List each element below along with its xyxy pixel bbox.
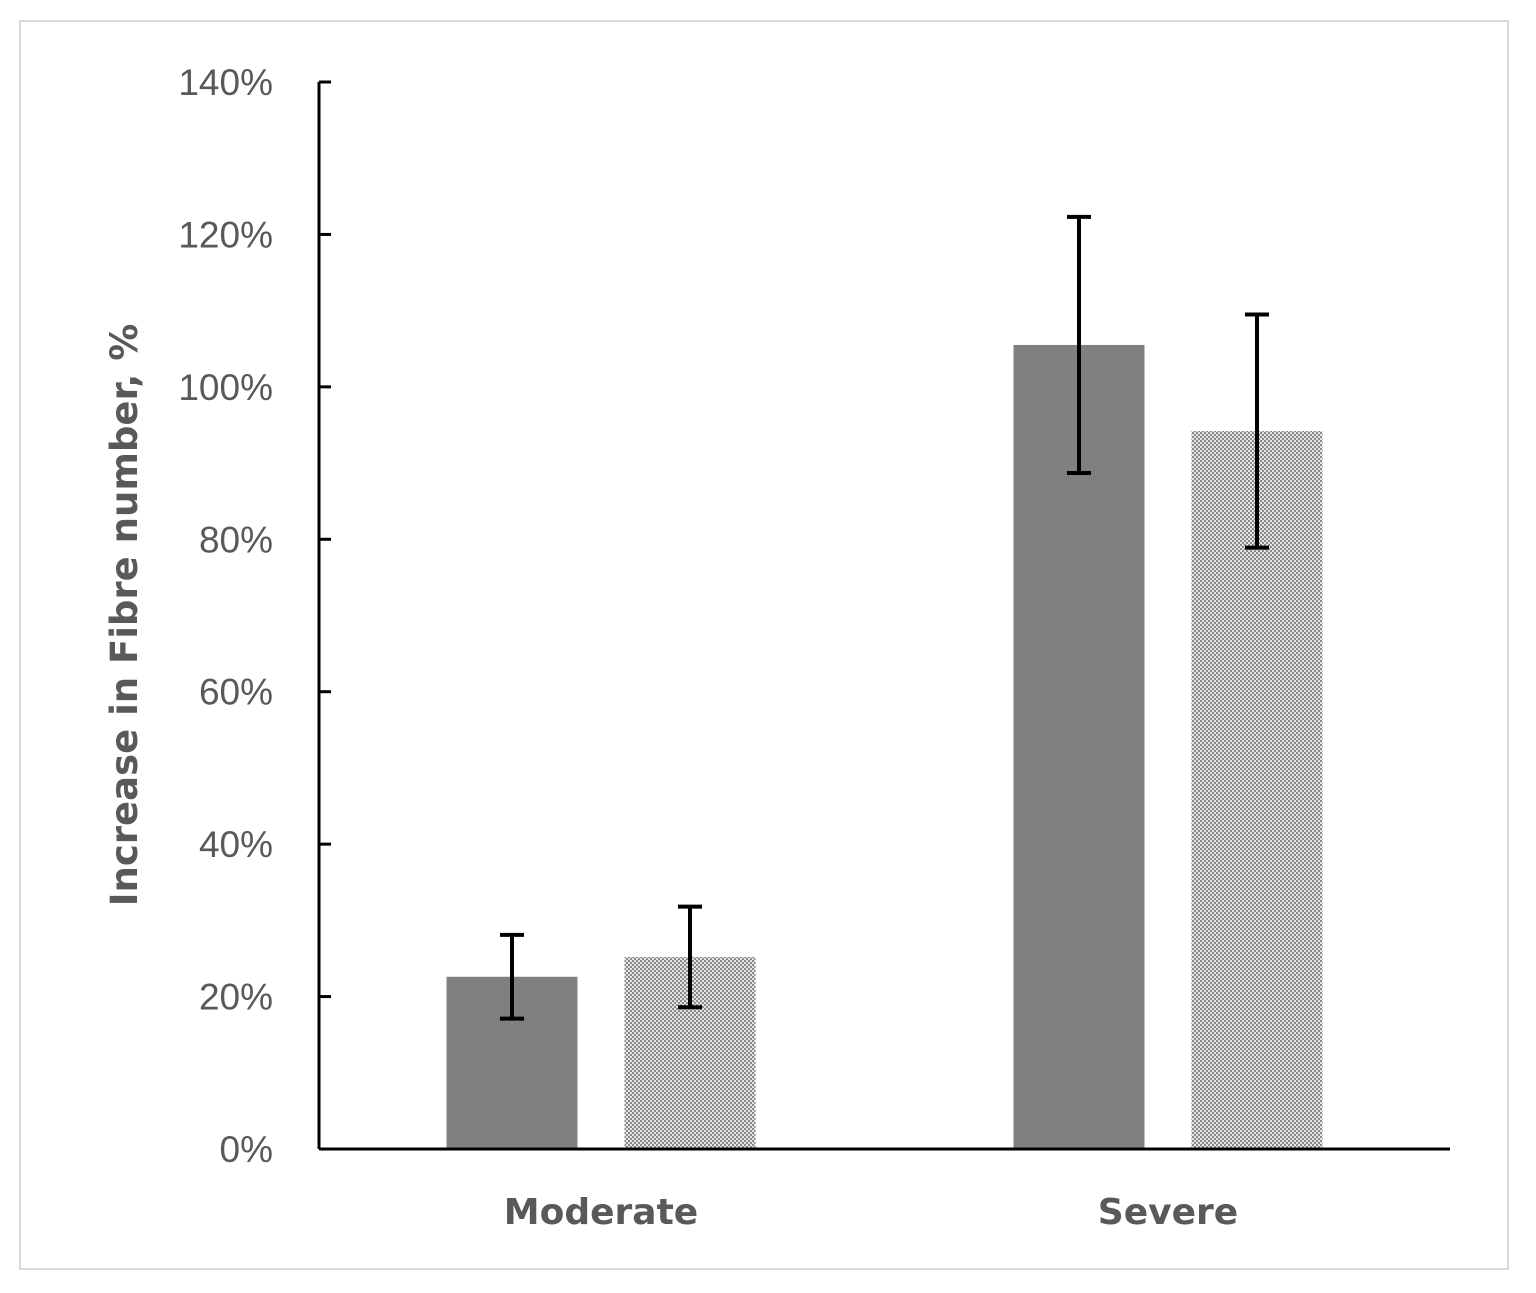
error-bar-severe-series-1 xyxy=(1067,214,1091,475)
y-tick-label: 60% xyxy=(199,672,273,713)
x-categories-layer: Moderate Severe xyxy=(504,1192,1238,1233)
y-tick-label: 120% xyxy=(178,214,273,255)
y-tick-label: 20% xyxy=(199,977,273,1018)
y-tick-label: 100% xyxy=(178,367,273,408)
x-category-label-severe: Severe xyxy=(1098,1192,1238,1233)
y-tick-label: 40% xyxy=(199,824,273,865)
axes-layer xyxy=(317,82,1450,1151)
error-bar-moderate-series-2 xyxy=(678,904,702,1010)
y-tick-label: 80% xyxy=(199,519,273,560)
error-bar-moderate-series-1 xyxy=(500,932,524,1021)
y-tick-label: 0% xyxy=(220,1129,273,1170)
x-category-label-moderate: Moderate xyxy=(504,1192,698,1233)
bar-severe-series-2 xyxy=(1191,431,1323,1150)
error-bar-severe-series-2 xyxy=(1245,312,1269,550)
y-axis-title: Increase in Fibre number, % xyxy=(103,324,146,907)
y-tick-label: 140% xyxy=(178,62,273,103)
bars-layer xyxy=(446,344,1323,1150)
y-ticks-layer: 0% 20% 40% 60% 80% 100% 120% 140% xyxy=(178,62,331,1170)
error-bars-layer xyxy=(500,214,1269,1021)
bar-severe-series-1 xyxy=(1013,344,1145,1149)
